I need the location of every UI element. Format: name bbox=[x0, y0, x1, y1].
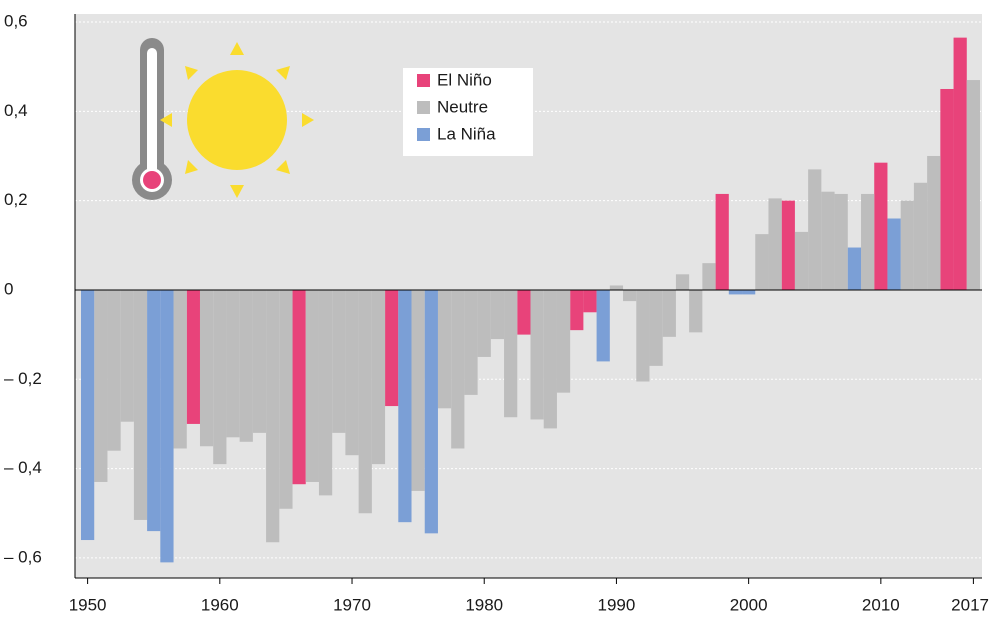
bar bbox=[795, 232, 808, 290]
bar bbox=[663, 290, 676, 337]
bar bbox=[504, 290, 517, 417]
bar bbox=[160, 290, 173, 562]
bar bbox=[768, 198, 781, 290]
x-tick-label: 1960 bbox=[201, 595, 239, 614]
bar bbox=[901, 201, 914, 290]
x-tick-label: 2000 bbox=[730, 595, 768, 614]
bar bbox=[676, 274, 689, 290]
y-tick-label: 0,2 bbox=[4, 190, 28, 209]
legend-swatch bbox=[417, 74, 430, 87]
bar bbox=[345, 290, 358, 455]
bar bbox=[464, 290, 477, 395]
bar bbox=[438, 290, 451, 408]
bar bbox=[570, 290, 583, 330]
bar bbox=[742, 290, 755, 294]
bar bbox=[597, 290, 610, 361]
bar bbox=[478, 290, 491, 357]
bar bbox=[253, 290, 266, 433]
bar bbox=[306, 290, 319, 482]
bar bbox=[174, 290, 187, 449]
bar bbox=[689, 290, 702, 332]
legend: El Niño Neutre La Niña bbox=[417, 70, 496, 143]
x-tick-label: 1950 bbox=[69, 595, 107, 614]
x-tick-label: 1990 bbox=[598, 595, 636, 614]
bar bbox=[213, 290, 226, 464]
legend-label: Neutre bbox=[437, 97, 488, 116]
bar bbox=[848, 248, 861, 290]
bar bbox=[914, 183, 927, 290]
bar bbox=[808, 169, 821, 290]
bar bbox=[729, 290, 742, 294]
bar bbox=[425, 290, 438, 533]
chart: 0,6 0,4 0,2 0 – 0,2 – 0,4 – 0,6 1950 1960 1970 198… bbox=[0, 0, 989, 622]
bar bbox=[887, 218, 900, 289]
bar bbox=[755, 234, 768, 290]
bar bbox=[940, 89, 953, 290]
bar bbox=[372, 290, 385, 464]
x-tick-label: 1980 bbox=[465, 595, 503, 614]
bar bbox=[319, 290, 332, 495]
bar bbox=[821, 192, 834, 290]
legend-label: La Niña bbox=[437, 124, 496, 143]
bar bbox=[557, 290, 570, 393]
bar bbox=[967, 80, 980, 290]
bar bbox=[517, 290, 530, 335]
bar bbox=[226, 290, 239, 437]
bar bbox=[81, 290, 94, 540]
bar bbox=[861, 194, 874, 290]
legend-swatch bbox=[417, 101, 430, 114]
bar bbox=[583, 290, 596, 312]
bar bbox=[359, 290, 372, 513]
bar bbox=[107, 290, 120, 451]
bar bbox=[716, 194, 729, 290]
bar bbox=[332, 290, 345, 433]
y-tick-label: – 0,6 bbox=[4, 547, 42, 566]
bar bbox=[147, 290, 160, 531]
y-tick-label: 0,6 bbox=[4, 11, 28, 30]
bar bbox=[531, 290, 544, 420]
x-tick-label: 1970 bbox=[333, 595, 371, 614]
bar bbox=[398, 290, 411, 522]
bar bbox=[293, 290, 306, 484]
bar bbox=[636, 290, 649, 382]
bar bbox=[412, 290, 425, 491]
bar bbox=[240, 290, 253, 442]
bar bbox=[954, 38, 967, 290]
x-tick-label: 2017* bbox=[951, 595, 989, 614]
bar bbox=[134, 290, 147, 520]
legend-label: El Niño bbox=[437, 70, 492, 89]
bar bbox=[782, 201, 795, 290]
bar bbox=[649, 290, 662, 366]
bar bbox=[927, 156, 940, 290]
y-tick-label: – 0,4 bbox=[4, 458, 42, 477]
bar bbox=[279, 290, 292, 509]
bar bbox=[874, 163, 887, 290]
bar bbox=[491, 290, 504, 339]
bar bbox=[187, 290, 200, 424]
y-tick-label: 0,4 bbox=[4, 101, 28, 120]
bar bbox=[835, 194, 848, 290]
y-tick-label: – 0,2 bbox=[4, 369, 42, 388]
bar bbox=[94, 290, 107, 482]
legend-swatch bbox=[417, 128, 430, 141]
bar bbox=[385, 290, 398, 406]
bar bbox=[544, 290, 557, 428]
x-tick-label: 2010 bbox=[862, 595, 900, 614]
bar bbox=[266, 290, 279, 542]
bar bbox=[200, 290, 213, 446]
bar bbox=[610, 285, 623, 289]
y-tick-label: 0 bbox=[4, 279, 13, 298]
bar bbox=[121, 290, 134, 422]
bar bbox=[451, 290, 464, 449]
bar bbox=[623, 290, 636, 301]
bar bbox=[702, 263, 715, 290]
